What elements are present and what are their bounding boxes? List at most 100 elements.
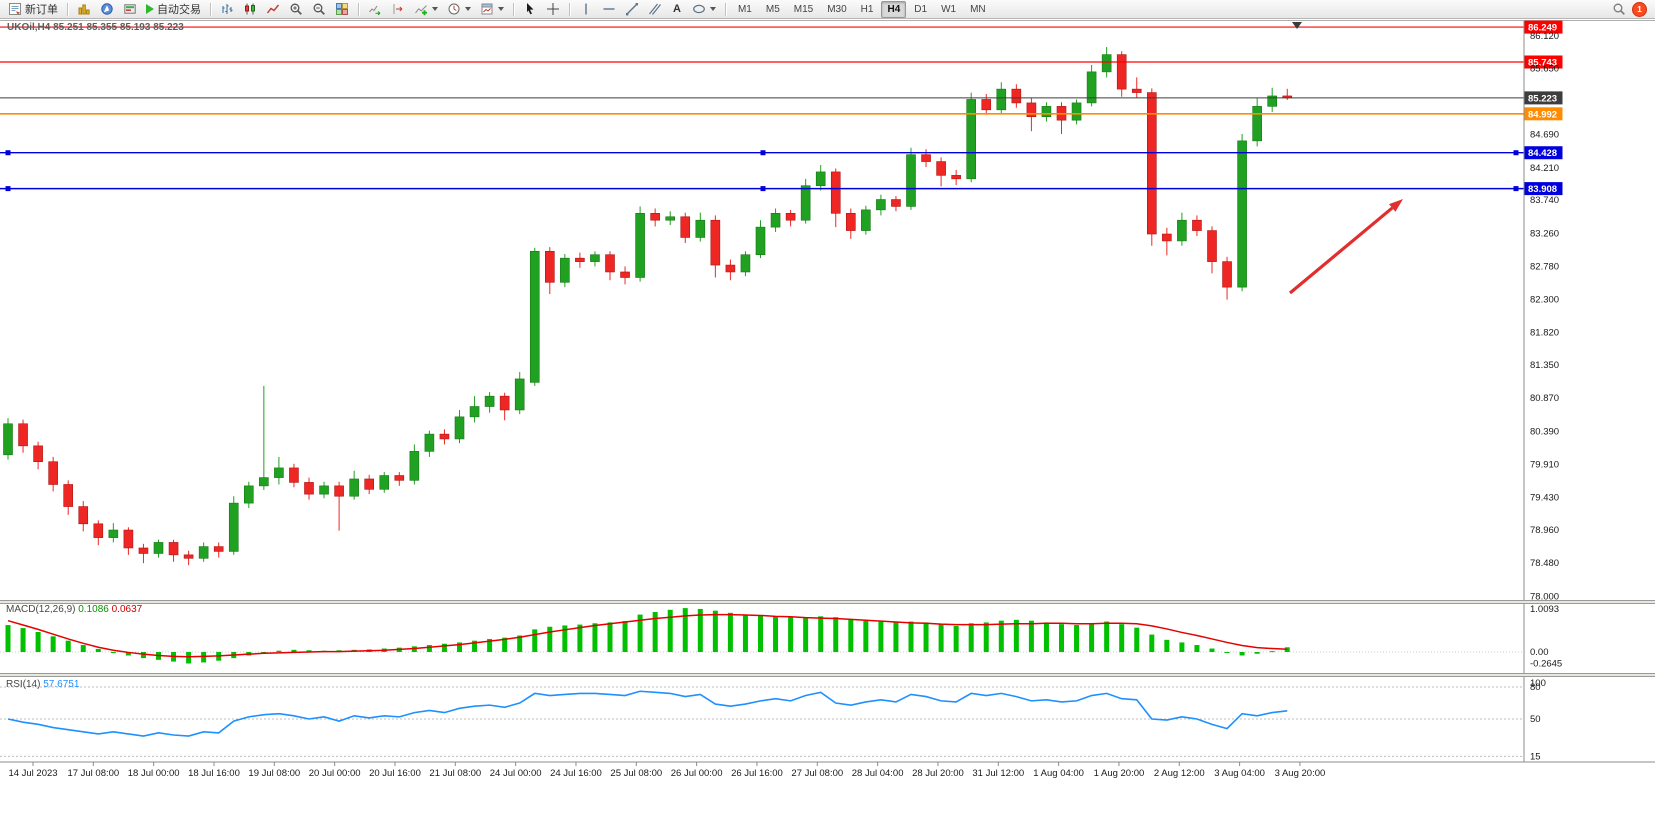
svg-text:21 Jul 08:00: 21 Jul 08:00 xyxy=(429,768,481,779)
chart-title: UKOil,H4 85.251 85.355 85.193 85.223 xyxy=(7,22,184,33)
line-handle[interactable] xyxy=(5,150,11,156)
macd-name: MACD(12,26,9) xyxy=(6,604,76,615)
vertical-line-tool-button[interactable] xyxy=(575,0,597,19)
candle-body xyxy=(529,250,540,383)
horizontal-line-84.992[interactable]: 84.992 xyxy=(0,107,1563,121)
svg-text:1 Aug 04:00: 1 Aug 04:00 xyxy=(1033,768,1084,779)
trendline-tool-button[interactable] xyxy=(621,0,643,19)
candle-body xyxy=(590,254,600,262)
timeframe-m1[interactable]: M1 xyxy=(737,3,752,15)
line-handle[interactable] xyxy=(1513,186,1519,192)
candle-body xyxy=(740,254,751,273)
text-tool-button[interactable]: A xyxy=(667,0,687,19)
svg-text:86.120: 86.120 xyxy=(1530,31,1559,42)
candle-body xyxy=(785,213,796,221)
zoom-in-button[interactable] xyxy=(285,0,307,19)
timeframe-h1[interactable]: H1 xyxy=(860,3,874,15)
svg-text:26 Jul 00:00: 26 Jul 00:00 xyxy=(671,768,723,779)
svg-text:83.740: 83.740 xyxy=(1530,195,1559,206)
bar-chart-icon xyxy=(222,4,233,14)
crosshair-button[interactable] xyxy=(542,0,564,19)
candle-body xyxy=(635,213,645,278)
chart-shift-marker[interactable] xyxy=(1292,22,1302,29)
candle-body xyxy=(48,461,58,485)
clock-icon xyxy=(448,3,460,15)
price-box-label: 85.743 xyxy=(1528,58,1557,69)
horizontal-line-85.743[interactable]: 85.743 xyxy=(0,55,1563,69)
timeframe-d1[interactable]: D1 xyxy=(914,3,928,15)
line-handle[interactable] xyxy=(760,150,766,156)
horizontal-line-84.428[interactable]: 84.428 xyxy=(0,146,1563,160)
line-handle[interactable] xyxy=(760,186,766,192)
timeframe-w1[interactable]: W1 xyxy=(941,3,957,15)
candle-body xyxy=(1177,219,1187,242)
tile-windows-button[interactable] xyxy=(331,0,353,19)
auto-scroll-button[interactable] xyxy=(364,0,386,19)
svg-text:81.350: 81.350 xyxy=(1530,360,1559,371)
horizontal-line-83.908[interactable]: 83.908 xyxy=(0,182,1563,196)
channel-tool-button[interactable] xyxy=(644,0,666,19)
price-box xyxy=(1524,91,1563,105)
periods-button[interactable] xyxy=(443,0,475,19)
bar-chart-button[interactable] xyxy=(216,0,238,19)
price-box xyxy=(1524,146,1563,160)
timeframe-m30[interactable]: M30 xyxy=(827,3,847,15)
trend-arrow-annotation[interactable] xyxy=(1288,199,1403,295)
candle-body xyxy=(725,264,736,273)
timeframe-h4[interactable]: H4 xyxy=(881,0,907,18)
templates-button[interactable] xyxy=(476,0,508,19)
line-handle[interactable] xyxy=(1513,150,1519,156)
candle-body xyxy=(63,484,74,507)
candle-body xyxy=(108,529,119,538)
terminal-icon xyxy=(124,4,136,14)
line-handle[interactable] xyxy=(5,186,11,192)
candle-body xyxy=(544,250,555,283)
svg-text:31 Jul 12:00: 31 Jul 12:00 xyxy=(972,768,1024,779)
notification-badge[interactable]: 1 xyxy=(1632,1,1647,17)
toolbar-separator xyxy=(358,2,359,16)
horizontal-line-86.249[interactable]: 86.249 xyxy=(0,20,1563,34)
svg-text:3 Aug 20:00: 3 Aug 20:00 xyxy=(1275,768,1326,779)
macd-signal-line xyxy=(7,613,1288,658)
navigator-icon xyxy=(101,3,113,15)
horizontal-line-tool-button[interactable] xyxy=(598,0,620,19)
candle-body xyxy=(499,395,510,411)
timeframe-m15[interactable]: M15 xyxy=(793,3,814,15)
candle-body xyxy=(304,482,314,495)
timeframe-m5[interactable]: M5 xyxy=(765,3,780,15)
indicators-button[interactable] xyxy=(410,0,442,19)
shapes-tool-button[interactable] xyxy=(688,0,720,19)
candle-body xyxy=(665,216,676,221)
svg-text:79.430: 79.430 xyxy=(1530,493,1559,504)
zoom-out-button[interactable] xyxy=(308,0,330,19)
current-price-line-85.223[interactable]: 85.223 xyxy=(0,91,1563,105)
search-icon[interactable] xyxy=(1612,2,1626,16)
cursor-button[interactable] xyxy=(519,0,541,19)
timeframe-mn[interactable]: MN xyxy=(970,3,986,15)
toolbar-separator xyxy=(724,2,726,16)
candle-body xyxy=(680,216,691,238)
new-order-button[interactable]: 新订单 xyxy=(4,0,62,19)
chart-shift-icon xyxy=(393,4,403,14)
market-watch-button[interactable] xyxy=(73,0,95,19)
auto-trading-button[interactable]: 自动交易 xyxy=(142,0,205,19)
candle-body xyxy=(1237,140,1247,288)
chevron-down-icon xyxy=(709,7,716,11)
chart-shift-button[interactable] xyxy=(387,0,409,19)
candle-body xyxy=(605,254,615,273)
navigator-button[interactable] xyxy=(96,0,118,19)
candle-body xyxy=(861,209,871,231)
candle-body xyxy=(469,406,480,418)
rsi-panel-separator[interactable] xyxy=(0,673,1655,677)
candle-body xyxy=(289,467,299,483)
candle-body xyxy=(845,213,856,231)
terminal-button[interactable] xyxy=(119,0,141,19)
candlestick-button[interactable] xyxy=(239,0,261,19)
macd-panel-separator[interactable] xyxy=(0,600,1655,604)
new-order-label: 新订单 xyxy=(25,4,58,16)
svg-text:84.690: 84.690 xyxy=(1530,130,1559,141)
candle-body xyxy=(1192,219,1202,231)
line-chart-button[interactable] xyxy=(262,0,284,19)
price-box xyxy=(1524,107,1563,121)
